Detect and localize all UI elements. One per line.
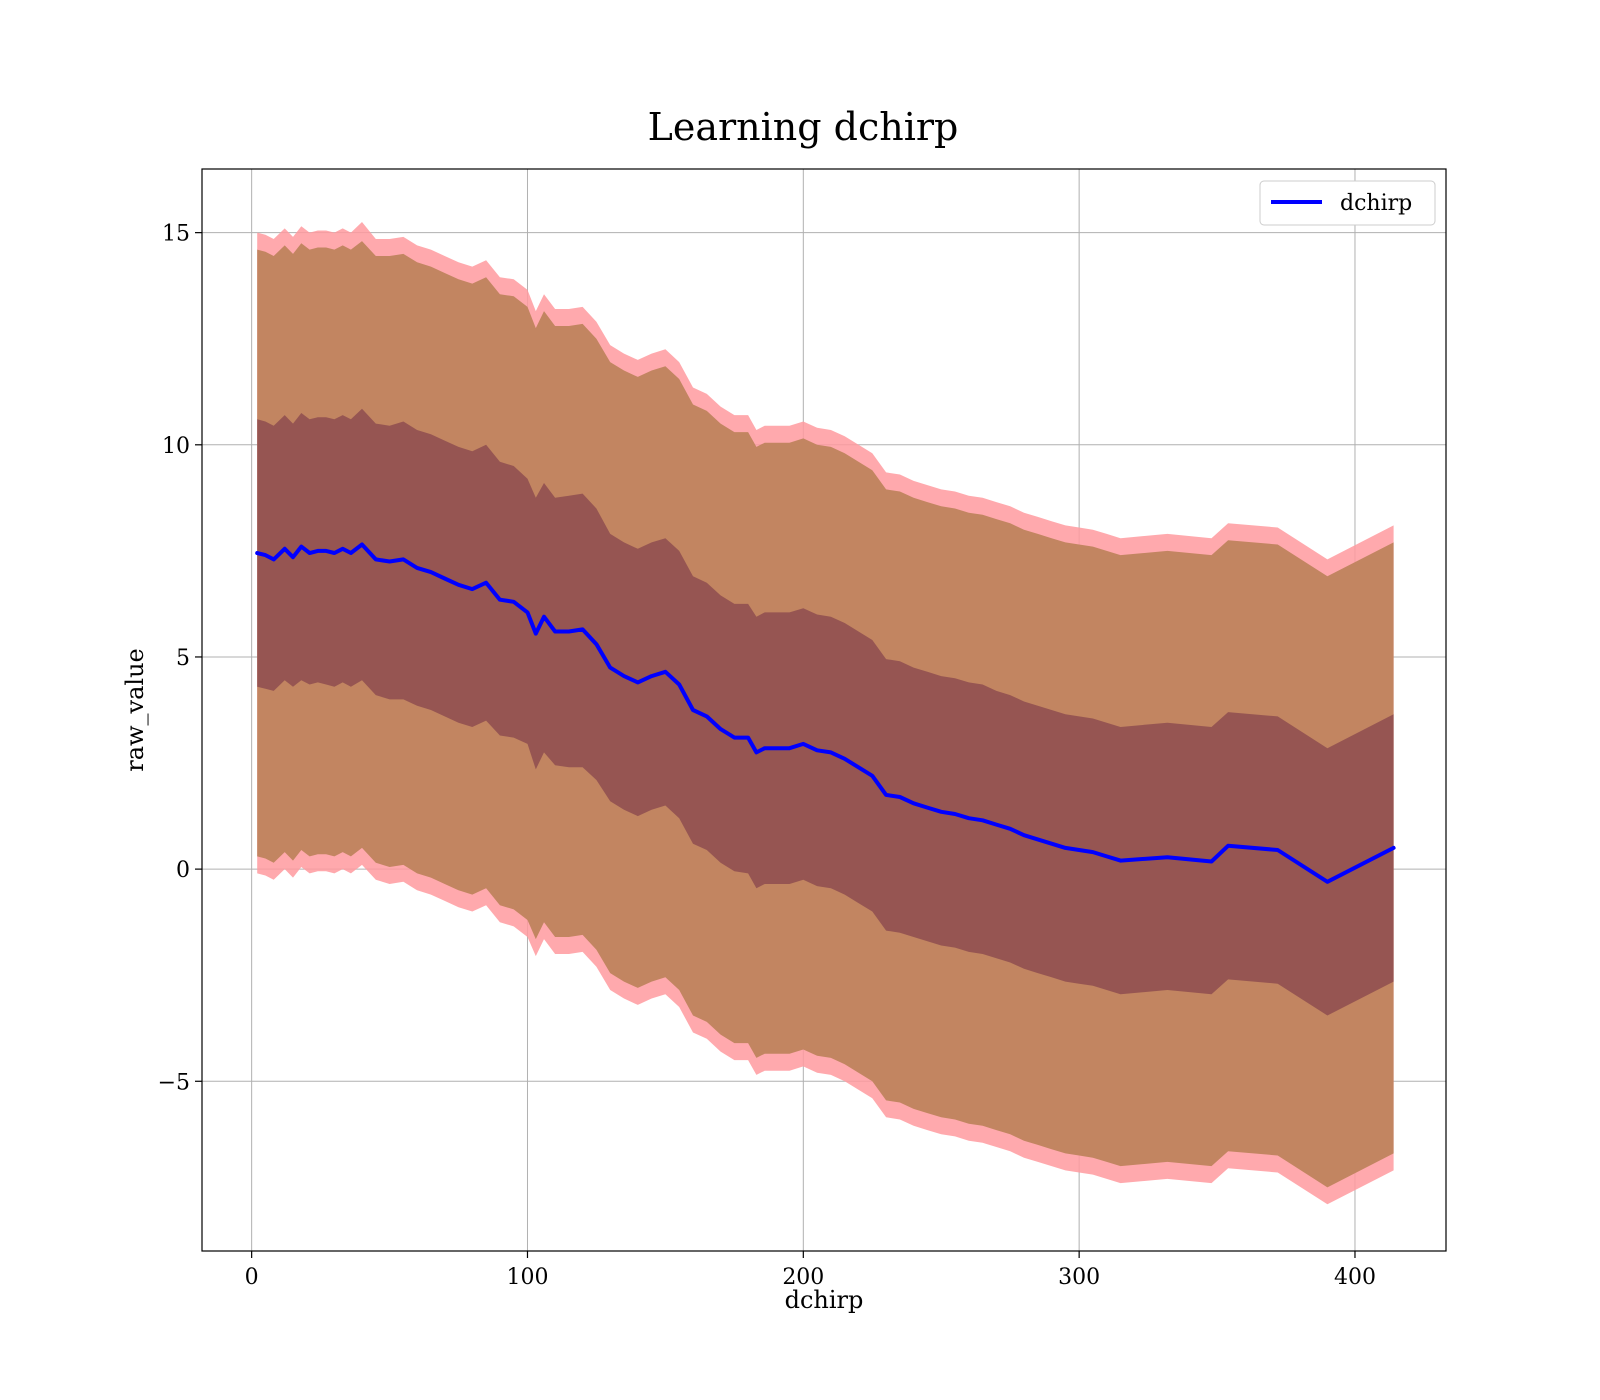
- x-tick-label: 400: [1334, 1265, 1376, 1290]
- series-line-dchirp: [255, 542, 1396, 884]
- legend-label: dchirp: [1340, 191, 1412, 216]
- y-tick-label: 0: [176, 858, 190, 883]
- x-tick-label: 0: [245, 1265, 259, 1290]
- band-layer: [257, 222, 1394, 1205]
- y-axis-label: raw_value: [121, 648, 149, 772]
- x-tick-label: 300: [1058, 1265, 1100, 1290]
- line-layer: [255, 542, 1396, 884]
- x-tick-label: 100: [506, 1265, 548, 1290]
- legend: dchirp: [1259, 180, 1436, 226]
- x-tick-label: 200: [782, 1265, 824, 1290]
- plot-frame: [201, 168, 1447, 1252]
- legend-box: [1259, 180, 1436, 226]
- inner-band: [257, 408, 1394, 1016]
- y-tick-label: 5: [176, 646, 190, 671]
- y-tick-label: 10: [162, 434, 190, 459]
- y-tick-label: −5: [158, 1070, 190, 1095]
- y-tick-label: 15: [162, 222, 190, 247]
- tick-layer: 0 100 200 300 400 −5 0 5 10 15: [158, 222, 1376, 1290]
- chart-title: Learning dchirp: [648, 105, 959, 149]
- x-axis-label: dchirp: [785, 1286, 864, 1314]
